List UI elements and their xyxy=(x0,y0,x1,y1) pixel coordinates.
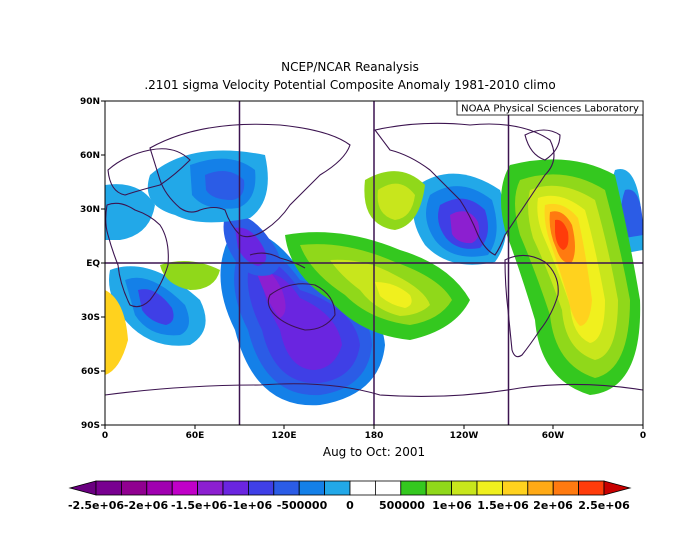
lon-label: 120W xyxy=(450,431,479,441)
lat-labels: 90N 60N 30N EQ 30S 60S 90S xyxy=(80,97,100,431)
colorbar-swatch xyxy=(400,480,427,496)
colorbar-swatch xyxy=(527,480,554,496)
credit-box xyxy=(456,100,644,116)
lon-label: 60W xyxy=(542,431,565,441)
positive-anomaly-africa-west xyxy=(105,261,220,375)
coastline-north-america xyxy=(374,122,555,256)
colorbar-over-arrow xyxy=(603,480,632,496)
lon-label: 0 xyxy=(640,431,646,441)
lat-label: 60N xyxy=(80,151,100,161)
colorbar-label: 0 xyxy=(346,499,354,512)
colorbar-swatch xyxy=(171,480,198,496)
coastline-greenland xyxy=(524,129,561,161)
lat-label: 30N xyxy=(80,205,100,215)
negative-anomaly-maritime xyxy=(223,214,280,276)
colorbar-swatch xyxy=(247,480,275,496)
colorbar-swatch xyxy=(146,480,173,496)
colorbar-labels: -2.5e+06 -2e+06 -1.5e+06 -1e+06 -500000 … xyxy=(68,499,630,512)
positive-anomaly-nw-pacific xyxy=(364,171,425,230)
negative-anomaly-pacific xyxy=(412,173,507,265)
colorbar-label: -1e+06 xyxy=(228,499,273,512)
colorbar-swatch xyxy=(273,480,300,496)
lat-label: 90N xyxy=(80,97,100,107)
lat-label: EQ xyxy=(86,259,100,269)
colorbar-swatch xyxy=(197,480,224,496)
lat-label: 30S xyxy=(81,313,100,323)
colorbar xyxy=(68,480,632,496)
colorbar-label: 2.5e+06 xyxy=(578,499,630,512)
colorbar-swatch xyxy=(451,480,478,496)
title-line2: .2101 sigma Velocity Potential Composite… xyxy=(144,78,556,92)
colorbar-swatch xyxy=(578,480,605,496)
colorbar-label: -2.5e+06 xyxy=(68,499,124,512)
colorbar-swatch xyxy=(501,480,529,496)
positive-anomaly-central-pacific xyxy=(285,232,470,340)
lat-label: 60S xyxy=(81,367,100,377)
lon-ticks xyxy=(104,425,644,429)
credit-text: NOAA Physical Sciences Laboratory xyxy=(461,104,639,115)
coastline-europe xyxy=(107,148,191,196)
colorbar-label: 1.5e+06 xyxy=(477,499,529,512)
coastline-asia xyxy=(149,123,351,238)
colorbar-under-arrow xyxy=(68,480,97,496)
colorbar-label: -500000 xyxy=(277,499,328,512)
lon-label: 0 xyxy=(102,431,108,441)
colorbar-swatch xyxy=(349,480,376,496)
anomaly-field xyxy=(105,150,643,406)
coastline-indonesia xyxy=(249,252,306,269)
coastlines xyxy=(105,122,643,397)
colorbar-label: -2e+06 xyxy=(124,499,169,512)
lon-labels: 0 60E 120E 180 120W 60W 0 xyxy=(102,431,646,441)
colorbar-label: -1.5e+06 xyxy=(171,499,227,512)
colorbar-swatch xyxy=(552,480,580,496)
positive-anomaly-americas xyxy=(501,159,641,395)
lat-label: 90S xyxy=(81,421,100,431)
lon-label: 120E xyxy=(272,431,297,441)
colorbar-swatch xyxy=(298,480,326,496)
lon-label: 60E xyxy=(186,431,205,441)
colorbar-swatch xyxy=(425,480,453,496)
colorbar-swatch xyxy=(121,480,148,496)
title-line1: NCEP/NCAR Reanalysis xyxy=(281,60,419,74)
colorbar-swatch xyxy=(476,480,503,496)
colorbar-label: 500000 xyxy=(379,499,425,512)
colorbar-swatch xyxy=(324,480,351,496)
colorbar-label: 1e+06 xyxy=(432,499,472,512)
period-subtitle: Aug to Oct: 2001 xyxy=(323,445,425,459)
coastline-antarctica xyxy=(105,383,643,397)
colorbar-swatch xyxy=(95,480,122,496)
coastline-australia xyxy=(267,283,336,331)
coastline-africa xyxy=(105,202,169,308)
lon-label: 180 xyxy=(365,431,384,441)
reference-lines xyxy=(105,101,643,425)
colorbar-swatch xyxy=(222,480,249,496)
colorbar-swatch xyxy=(374,480,402,496)
lat-ticks xyxy=(101,100,105,426)
colorbar-label: 2e+06 xyxy=(533,499,573,512)
